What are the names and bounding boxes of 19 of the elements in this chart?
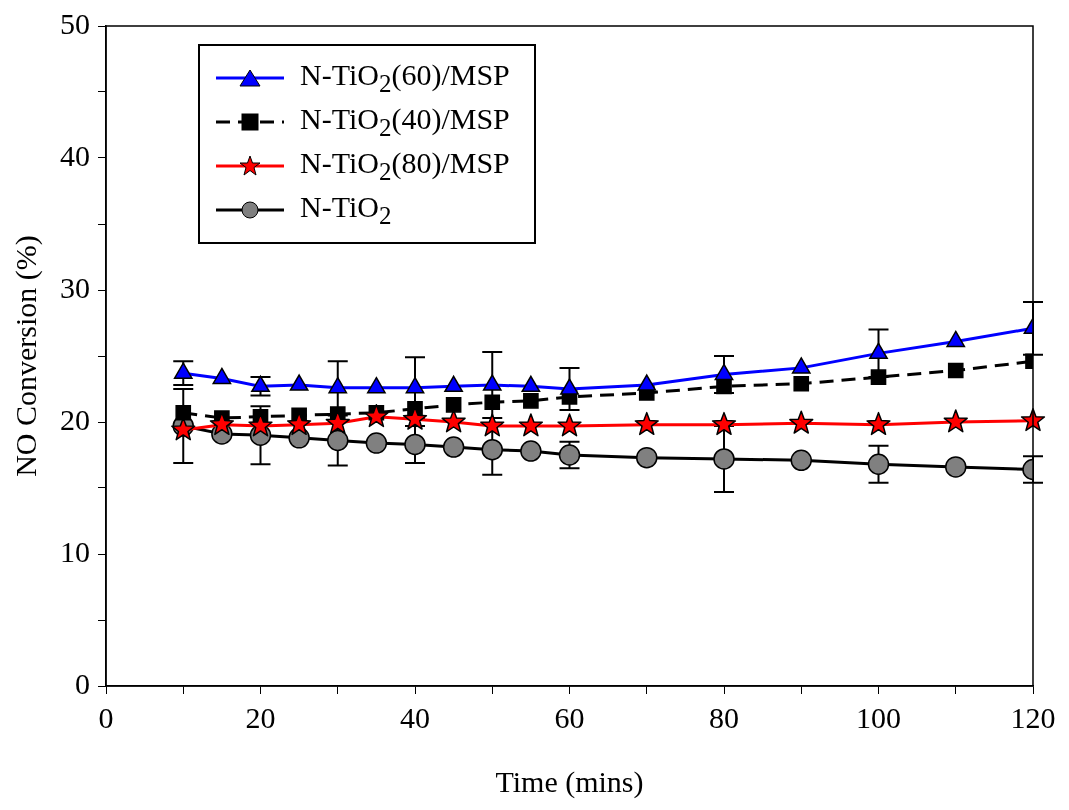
- x-tick-label: 100: [856, 700, 901, 734]
- y-tick-label: 0: [75, 666, 90, 700]
- legend-label: N-TiO$_{2}$(60)/MSP: [300, 58, 510, 98]
- y-tick-label: 30: [60, 270, 90, 304]
- x-tick-label: 80: [709, 700, 739, 734]
- x-tick-label: 60: [554, 700, 585, 734]
- y-axis-title: NO Conversion (%): [8, 235, 43, 477]
- legend-label: N-TiO$_{2}$(40)/MSP: [300, 102, 510, 142]
- x-axis-title: Time (mins): [495, 764, 644, 799]
- x-tick-label: 0: [98, 700, 114, 734]
- legend-label: N-TiO$_{2}$(80)/MSP: [300, 146, 510, 186]
- y-tick-label: 20: [60, 402, 90, 436]
- y-tick-label: 40: [60, 138, 90, 172]
- x-tick-label: 20: [245, 700, 276, 734]
- x-tick-label: 120: [1010, 700, 1056, 734]
- y-tick-label: 10: [60, 534, 90, 568]
- x-tick-label: 40: [400, 700, 430, 734]
- legend-label: N-TiO$_{2}$: [300, 190, 392, 230]
- y-tick-label: 50: [60, 6, 90, 40]
